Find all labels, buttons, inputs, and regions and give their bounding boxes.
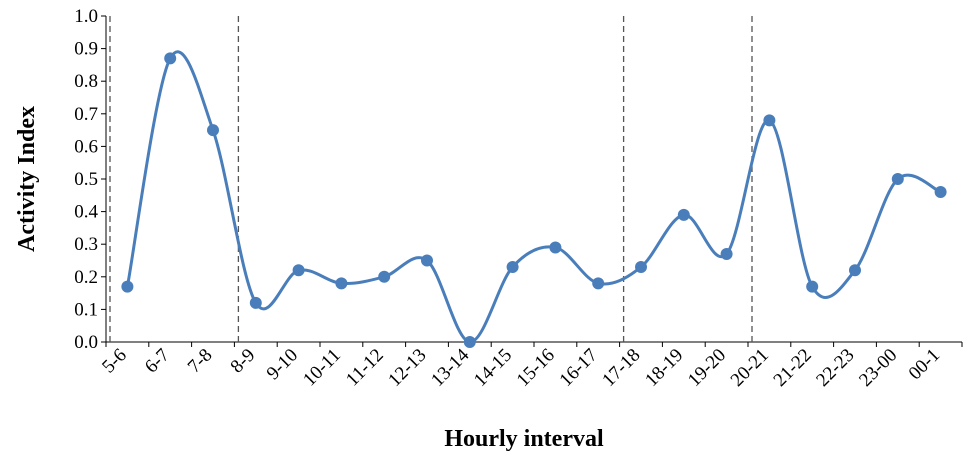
y-tick-label: 0.8 [74,71,98,92]
x-tick-label: 8-9 [227,345,260,378]
data-point [506,261,519,274]
y-tick-label: 1.0 [74,6,98,27]
x-tick-label: 6-7 [141,345,174,378]
y-tick-label: 0.9 [74,39,98,60]
vertical-markers [109,16,753,342]
x-tick-label: 14-15 [470,345,516,391]
x-tick-label: 7-8 [184,345,217,378]
data-point [121,280,134,293]
data-point [849,264,861,277]
data-point [335,277,348,290]
data-points [121,52,947,348]
data-point [249,296,262,309]
y-tick-label: 0.4 [74,202,98,223]
y-tick-label: 0.3 [74,234,98,255]
x-tick-label: 18-19 [641,345,687,391]
x-ticks: 5-6 6-7 7-8 8-9 9-1010-1111-1212-1313-1414-1… [98,342,963,391]
data-point [164,52,177,65]
x-tick-label: 13-14 [427,344,474,391]
y-tick-label: 0.7 [74,104,98,125]
data-point [806,280,819,293]
x-tick-label: 20-21 [727,345,773,391]
x-tick-label: 19-20 [684,345,730,391]
y-ticks: 0.0 0.1 0.2 0.3 0.4 0.5 0.6 0.7 0.8 0.9 1.0 [74,6,106,353]
data-point [207,124,219,137]
x-tick-label: 16-17 [556,345,602,391]
data-point [463,336,476,348]
data-point [592,277,605,290]
y-tick-label: 0.0 [74,332,98,353]
data-point [934,186,947,199]
x-tick-label: 11-12 [342,345,388,391]
x-tick-label: 15-16 [513,345,559,391]
data-point [549,241,562,254]
data-point [378,270,391,283]
y-axis-title: Activity Index [14,106,40,252]
y-tick-label: 0.2 [74,267,98,288]
data-point [763,114,776,127]
series-line [125,50,942,344]
y-tick-label: 0.6 [74,136,98,157]
x-tick-label: 21-22 [770,345,816,391]
y-tick-label: 0.1 [74,299,98,320]
x-axis-title: Hourly interval [444,426,604,452]
x-tick-label: 9-10 [263,345,302,384]
y-tick-label: 0.5 [74,169,98,190]
x-tick-label: 10-11 [299,345,345,391]
x-tick-label: 12-13 [384,345,430,391]
data-point [635,261,647,274]
x-tick-label: 5-6 [98,345,131,378]
data-point [677,208,690,221]
x-tick-label: 23-00 [855,345,901,391]
x-tick-label: 17-18 [598,345,644,391]
data-point [421,254,433,267]
data-point [292,264,305,277]
data-point [720,247,733,260]
data-point [891,173,904,185]
x-tick-label: 22-23 [812,345,858,391]
x-tick-label: 00-1 [905,345,944,384]
